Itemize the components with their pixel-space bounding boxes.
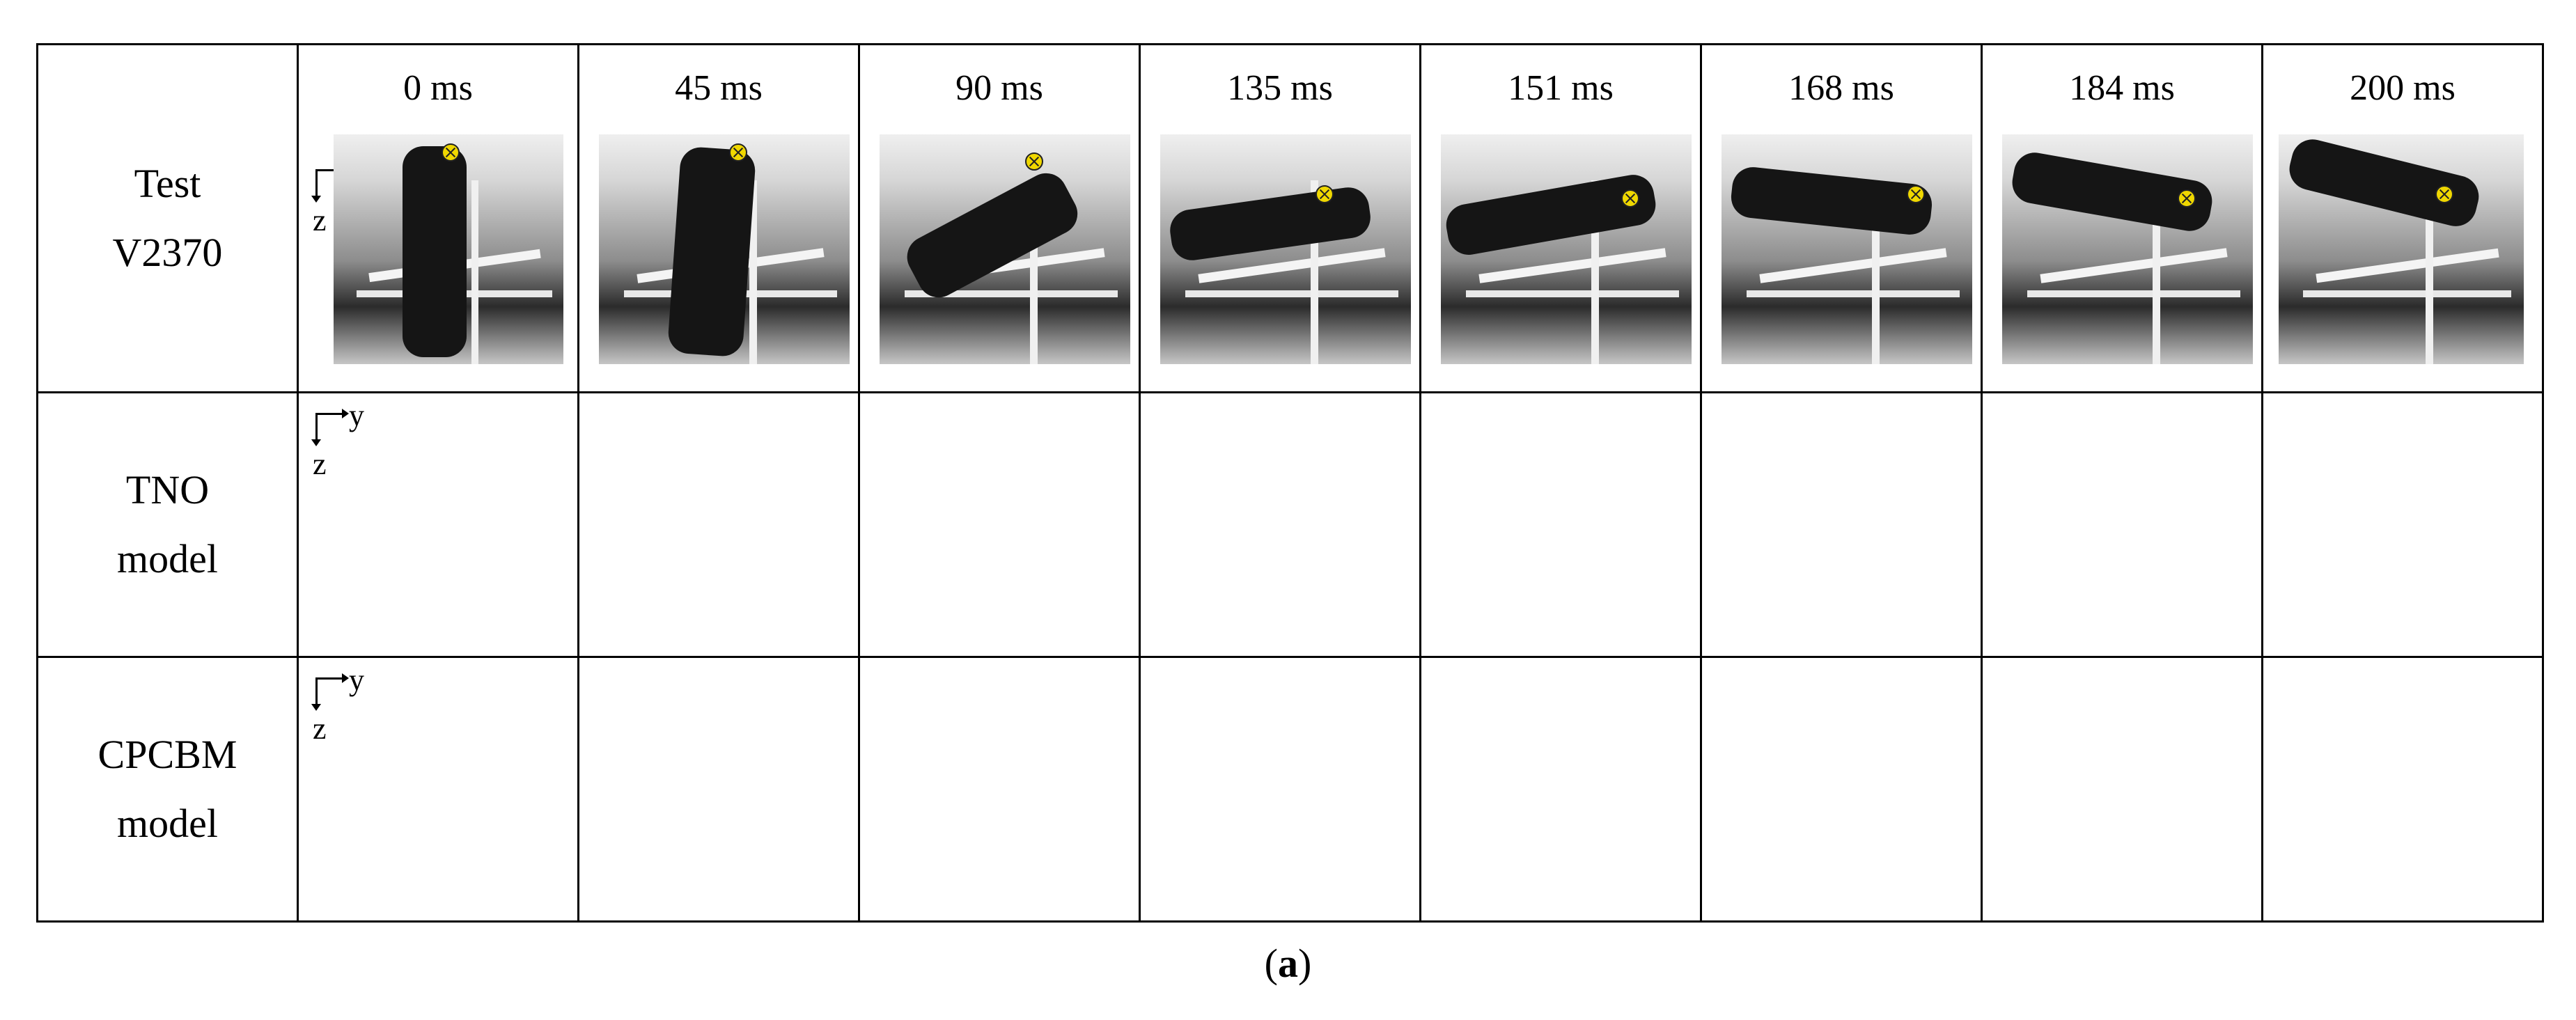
test-frame: 0 ms yz <box>297 43 579 393</box>
time-label: 0 ms <box>403 68 473 108</box>
time-label: 90 ms <box>955 68 1043 108</box>
test-photo <box>599 134 850 364</box>
test-photo <box>1160 134 1411 364</box>
tno-frame <box>1981 391 2263 658</box>
cpcbm-frame <box>1139 656 1421 923</box>
test-photo <box>880 134 1130 364</box>
row-label-tno: TNO model <box>36 391 299 658</box>
time-label: 45 ms <box>675 68 763 108</box>
cpcbm-frame <box>1700 656 1983 923</box>
cpcbm-frame <box>577 656 860 923</box>
test-frame: 168 ms <box>1700 43 1983 393</box>
tno-frame <box>1419 391 1702 658</box>
tno-frame <box>2261 391 2544 658</box>
test-photo <box>2002 134 2253 364</box>
tno-frame <box>1700 391 1983 658</box>
cpcbm-frame <box>1981 656 2263 923</box>
test-frame: 90 ms <box>858 43 1141 393</box>
test-photo <box>1722 134 1972 364</box>
test-frame: 184 ms <box>1981 43 2263 393</box>
time-label: 151 ms <box>1508 68 1614 108</box>
time-label: 200 ms <box>2350 68 2456 108</box>
tno-frame <box>577 391 860 658</box>
time-label: 168 ms <box>1788 68 1894 108</box>
test-photo <box>1441 134 1692 364</box>
time-label: 135 ms <box>1227 68 1333 108</box>
time-label: 184 ms <box>2069 68 2175 108</box>
row-label-test: Test V2370 <box>36 43 299 393</box>
test-frame: 45 ms <box>577 43 860 393</box>
test-frame: 200 ms <box>2261 43 2544 393</box>
test-frame: 151 ms <box>1419 43 1702 393</box>
test-photo <box>334 134 563 364</box>
tno-frame <box>1139 391 1421 658</box>
cpcbm-frame <box>2261 656 2544 923</box>
cpcbm-frame <box>858 656 1141 923</box>
test-frame: 135 ms <box>1139 43 1421 393</box>
row-label-cpcbm: CPCBM model <box>36 656 299 923</box>
cpcbm-frame <box>1419 656 1702 923</box>
figure-caption: (a) <box>1264 941 1312 986</box>
test-photo <box>2279 134 2524 364</box>
tno-frame <box>858 391 1141 658</box>
